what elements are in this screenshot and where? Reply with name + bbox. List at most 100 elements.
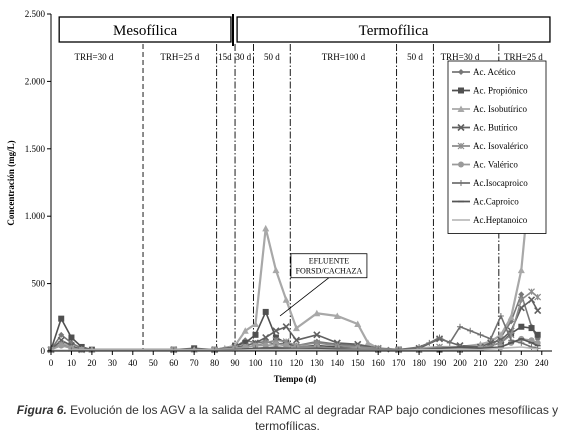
data-point (272, 327, 280, 335)
x-tick-label: 90 (231, 358, 241, 368)
legend-item: Ac. Acético (452, 67, 516, 77)
data-point (527, 296, 536, 304)
x-tick-label: 70 (190, 358, 200, 368)
x-tick-label: 190 (433, 358, 447, 368)
data-point (518, 323, 525, 330)
data-point (292, 324, 300, 332)
legend-label: Ac. Isovalérico (473, 141, 528, 151)
trh-label: TRH=100 d (322, 52, 366, 62)
data-point (458, 180, 464, 186)
trh-label: TRH=25 d (160, 52, 199, 62)
x-tick-label: 120 (290, 358, 304, 368)
data-point (518, 291, 525, 298)
data-point (242, 339, 249, 346)
x-tick-label: 40 (128, 358, 138, 368)
x-tick-label: 180 (412, 358, 426, 368)
data-point (262, 308, 269, 315)
x-tick-label: 130 (310, 358, 324, 368)
data-point (251, 320, 259, 328)
legend-item: Ac.Isocaproico (452, 178, 528, 188)
x-tick-label: 60 (169, 358, 179, 368)
data-point (458, 87, 464, 94)
data-point (534, 306, 542, 315)
x-tick-label: 100 (249, 358, 263, 368)
data-point (58, 315, 65, 322)
annotation-text: FORSD/CACHAZA (296, 267, 363, 276)
data-point (58, 331, 65, 338)
figure-caption: Figura 6. Evolución de los AGV a la sali… (0, 402, 575, 434)
data-point (534, 331, 541, 338)
series-9 (51, 346, 538, 352)
data-point (333, 312, 341, 319)
data-point (282, 296, 290, 303)
data-point (364, 339, 372, 346)
trh-label: 50 d (264, 52, 280, 62)
data-point (456, 323, 463, 330)
data-point (457, 105, 465, 112)
legend-label: Ac.Isocaproico (473, 178, 528, 188)
x-tick-label: 220 (494, 358, 508, 368)
trh-label: 15d (218, 52, 232, 62)
data-point (517, 266, 525, 274)
data-point (262, 333, 270, 342)
data-point (262, 224, 270, 232)
data-point (457, 123, 465, 132)
data-point (68, 334, 75, 341)
legend-item: Ac. Valérico (452, 160, 518, 170)
caption-text: Evolución de los AGV a la salida del RAM… (66, 403, 559, 433)
data-point (313, 331, 321, 339)
trh-label: TRH=30 d (75, 52, 114, 62)
legend-label: Ac.Heptanoico (473, 215, 528, 225)
data-point (252, 331, 259, 338)
phase-label: Termofílica (359, 23, 429, 39)
legend-item: Ac. Propiónico (452, 86, 528, 96)
legend-label: Ac. Valérico (473, 160, 518, 170)
data-point (354, 320, 362, 328)
legend-item: Ac. Isobutírico (452, 104, 527, 114)
x-tick-label: 230 (515, 358, 529, 368)
legend-label: Ac. Propiónico (473, 86, 528, 96)
data-point (458, 69, 464, 75)
x-tick-label: 150 (351, 358, 365, 368)
y-tick-label: 2.000 (25, 76, 46, 86)
trh-label: 50 d (407, 52, 423, 62)
data-point (487, 335, 494, 342)
trh-label: TRH=25 d (504, 52, 543, 62)
x-tick-label: 210 (474, 358, 488, 368)
data-point (58, 342, 65, 349)
legend-item: Ac. Butírico (452, 123, 518, 133)
data-point (446, 339, 453, 346)
series-line (51, 346, 538, 352)
data-point (436, 334, 443, 341)
data-point (241, 327, 249, 334)
legend-label: Ac. Acético (473, 67, 516, 77)
trh-label: TRH=30 d (441, 52, 480, 62)
phase-label: Mesofílica (113, 23, 177, 39)
y-axis-label: Concentración (mg/L) (6, 140, 16, 225)
x-tick-label: 20 (87, 358, 97, 368)
phase-box (236, 16, 551, 43)
data-point (518, 339, 525, 346)
y-tick-label: 500 (32, 279, 46, 289)
data-point (282, 323, 290, 331)
legend-item: Ac.Caproico (452, 197, 519, 207)
chart-figure: Mesofílica Termofílica TRH=30 d TRH=25 d 15… (6, 9, 552, 384)
data-point (272, 266, 280, 274)
x-tick-label: 80 (210, 358, 220, 368)
data-point (497, 312, 504, 319)
x-tick-label: 30 (108, 358, 118, 368)
y-tick-label: 0 (41, 346, 46, 356)
x-axis-label: Tiempo (d) (274, 374, 317, 384)
phase-box (58, 16, 232, 43)
legend-label: Ac. Butírico (473, 123, 518, 133)
data-point (528, 325, 535, 332)
x-tick-label: 240 (535, 358, 549, 368)
data-point (467, 327, 474, 334)
x-tick-label: 140 (331, 358, 345, 368)
x-tick-label: 50 (149, 358, 159, 368)
data-point (528, 288, 535, 296)
legend-label: Ac. Isobutírico (473, 104, 527, 114)
y-tick-label: 2.500 (25, 9, 46, 19)
data-point (458, 161, 464, 168)
data-point (292, 336, 300, 344)
